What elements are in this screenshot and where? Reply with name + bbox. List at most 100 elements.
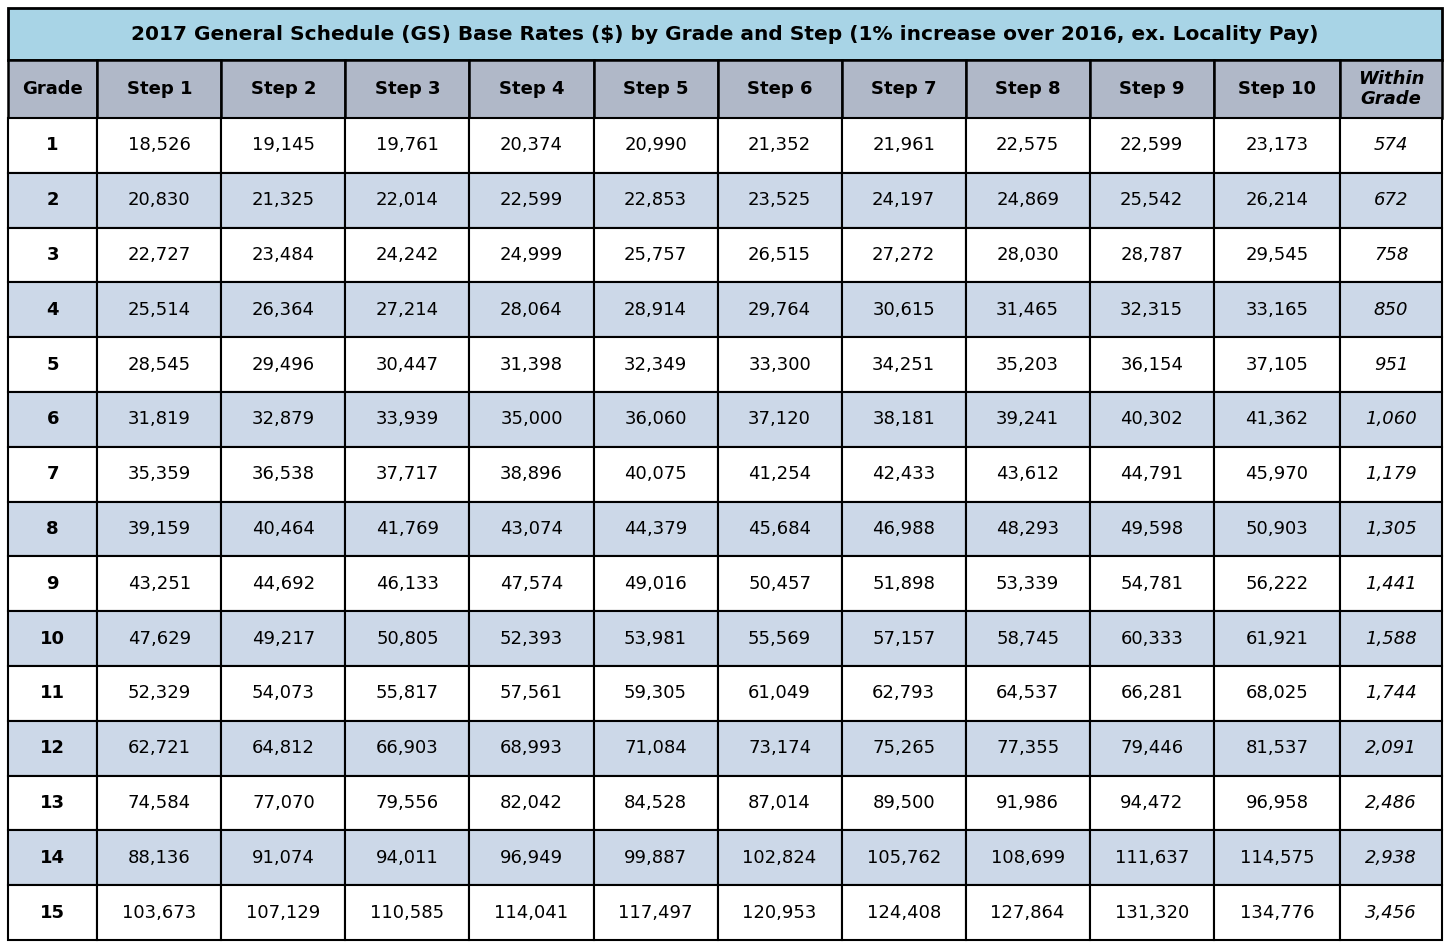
Text: 45,684: 45,684 — [748, 520, 811, 538]
Bar — [966, 173, 1090, 228]
Bar — [841, 775, 966, 830]
Bar — [97, 283, 222, 337]
Bar — [1090, 885, 1214, 940]
Text: 103,673: 103,673 — [122, 903, 196, 921]
Bar — [966, 885, 1090, 940]
Text: 35,359: 35,359 — [128, 465, 191, 483]
Text: 28,030: 28,030 — [996, 246, 1058, 264]
Text: 52,393: 52,393 — [500, 629, 563, 647]
Text: 29,764: 29,764 — [748, 301, 811, 319]
Text: 20,374: 20,374 — [500, 137, 563, 155]
Text: 47,574: 47,574 — [500, 574, 563, 592]
Bar — [9, 228, 97, 283]
Text: 10: 10 — [41, 629, 65, 647]
Text: 45,970: 45,970 — [1246, 465, 1308, 483]
Text: 672: 672 — [1375, 191, 1408, 210]
Bar — [1214, 501, 1340, 556]
Bar — [97, 118, 222, 173]
Bar — [718, 337, 841, 392]
Bar — [1214, 173, 1340, 228]
Bar — [345, 720, 470, 775]
Bar — [841, 228, 966, 283]
Text: 54,073: 54,073 — [252, 684, 315, 702]
Text: 127,864: 127,864 — [990, 903, 1064, 921]
Text: 117,497: 117,497 — [618, 903, 693, 921]
Bar — [593, 173, 718, 228]
Text: 34,251: 34,251 — [871, 356, 935, 374]
Bar — [97, 666, 222, 720]
Text: 57,561: 57,561 — [500, 684, 563, 702]
Bar — [345, 885, 470, 940]
Bar — [9, 885, 97, 940]
Text: 1,441: 1,441 — [1366, 574, 1417, 592]
Text: 41,362: 41,362 — [1246, 410, 1308, 428]
Bar — [9, 337, 97, 392]
Text: 108,699: 108,699 — [990, 848, 1064, 866]
Text: 38,181: 38,181 — [873, 410, 935, 428]
Bar — [345, 611, 470, 666]
Bar — [718, 666, 841, 720]
Bar — [222, 392, 345, 447]
Text: 36,538: 36,538 — [252, 465, 315, 483]
Bar — [470, 775, 593, 830]
Bar — [841, 611, 966, 666]
Text: Step 4: Step 4 — [499, 80, 564, 98]
Bar — [718, 118, 841, 173]
Text: 1: 1 — [46, 137, 59, 155]
Bar — [222, 830, 345, 885]
Text: 74,584: 74,584 — [128, 794, 191, 812]
Text: 77,070: 77,070 — [252, 794, 315, 812]
Bar — [841, 720, 966, 775]
Text: 30,447: 30,447 — [376, 356, 439, 374]
Bar — [841, 666, 966, 720]
Text: 91,074: 91,074 — [252, 848, 315, 866]
Text: 1,588: 1,588 — [1366, 629, 1417, 647]
Text: 24,197: 24,197 — [871, 191, 935, 210]
Bar — [841, 173, 966, 228]
Bar — [345, 447, 470, 501]
Bar — [470, 228, 593, 283]
Bar — [1090, 830, 1214, 885]
Bar — [718, 720, 841, 775]
Text: 25,514: 25,514 — [128, 301, 191, 319]
Bar — [97, 60, 222, 118]
Bar — [1214, 666, 1340, 720]
Text: 22,599: 22,599 — [500, 191, 563, 210]
Text: 91,986: 91,986 — [996, 794, 1058, 812]
Text: 71,084: 71,084 — [624, 739, 687, 757]
Text: 12: 12 — [41, 739, 65, 757]
Bar — [9, 611, 97, 666]
Bar — [1214, 337, 1340, 392]
Bar — [1090, 556, 1214, 611]
Bar — [1090, 447, 1214, 501]
Text: 24,999: 24,999 — [500, 246, 563, 264]
Bar — [593, 501, 718, 556]
Text: 48,293: 48,293 — [996, 520, 1060, 538]
Text: 96,949: 96,949 — [500, 848, 563, 866]
Bar — [1090, 337, 1214, 392]
Bar — [1090, 173, 1214, 228]
Bar — [966, 392, 1090, 447]
Text: 39,241: 39,241 — [996, 410, 1060, 428]
Text: 5: 5 — [46, 356, 59, 374]
Bar — [841, 283, 966, 337]
Text: 111,637: 111,637 — [1115, 848, 1189, 866]
Bar — [841, 885, 966, 940]
Bar — [470, 173, 593, 228]
Text: Step 6: Step 6 — [747, 80, 812, 98]
Text: 37,717: 37,717 — [376, 465, 439, 483]
Text: 1,060: 1,060 — [1366, 410, 1417, 428]
Bar — [841, 337, 966, 392]
Bar — [1340, 611, 1441, 666]
Text: 33,300: 33,300 — [748, 356, 811, 374]
Text: 53,339: 53,339 — [996, 574, 1060, 592]
Bar — [9, 118, 97, 173]
Text: 66,903: 66,903 — [376, 739, 439, 757]
Bar — [1340, 283, 1441, 337]
Text: 44,379: 44,379 — [624, 520, 687, 538]
Bar — [841, 501, 966, 556]
Text: 94,011: 94,011 — [376, 848, 439, 866]
Bar — [222, 118, 345, 173]
Text: 54,781: 54,781 — [1121, 574, 1183, 592]
Bar — [470, 885, 593, 940]
